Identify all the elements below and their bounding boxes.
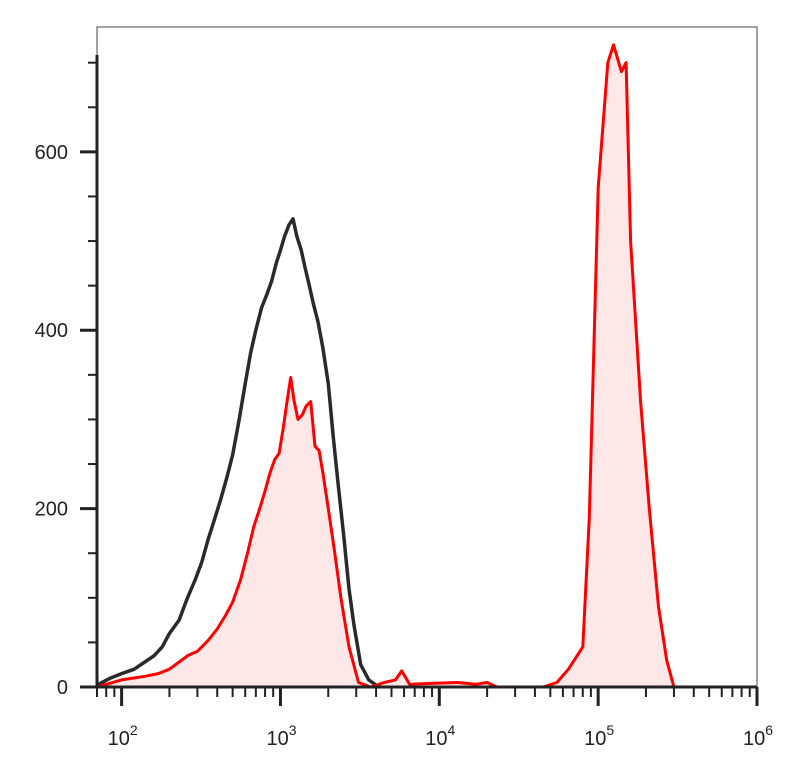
- x-tick-label: 104: [425, 722, 455, 750]
- x-tick-label: 102: [108, 722, 138, 750]
- series-1-area: [97, 44, 674, 688]
- x-axis-ticks: 102 103 104 105 106: [96, 687, 773, 750]
- series-layer: [96, 43, 676, 689]
- series-1-line: [96, 43, 676, 689]
- x-tick-label: 105: [584, 722, 614, 750]
- y-axis-ticks: 0 200 400 600: [35, 61, 97, 699]
- y-tick-label: 200: [35, 499, 68, 521]
- y-tick-label: 600: [35, 142, 68, 164]
- x-tick-label: 106: [743, 722, 773, 750]
- y-tick-label: 400: [35, 320, 68, 342]
- x-tick-label: 103: [266, 722, 296, 750]
- series-0-line: [96, 217, 378, 687]
- y-tick-label: 0: [57, 677, 68, 699]
